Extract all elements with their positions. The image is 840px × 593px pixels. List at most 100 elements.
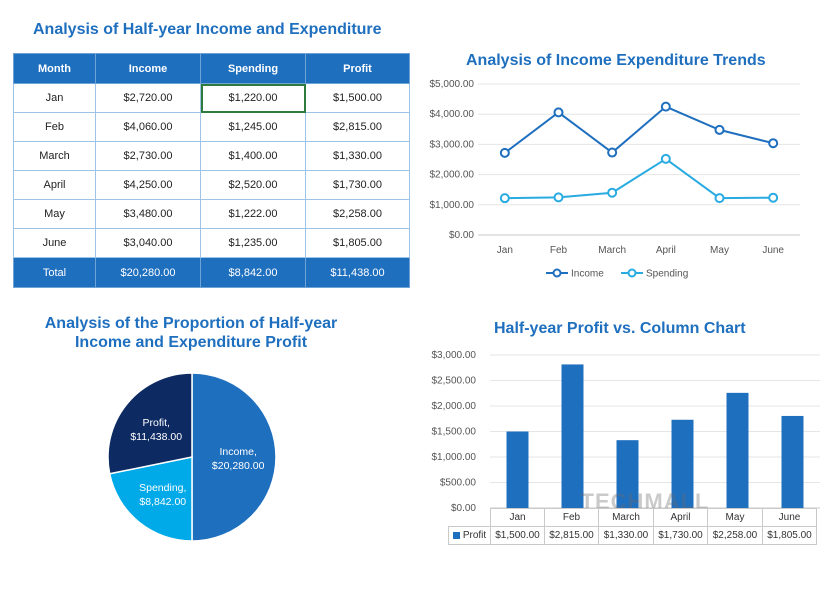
table-total-row: Total $20,280.00 $8,842.00 $11,438.00: [13, 257, 410, 288]
table-header-row: Month Income Spending Profit: [13, 53, 410, 84]
table-cell[interactable]: April: [13, 170, 96, 200]
data-point: [499, 193, 510, 204]
data-point: [714, 124, 725, 135]
bar: [616, 440, 639, 508]
pie-slice-income: [191, 372, 277, 542]
data-point: [660, 101, 671, 112]
header-profit[interactable]: Profit: [305, 53, 410, 84]
table-cell[interactable]: $3,480.00: [95, 199, 201, 229]
data-table-category: June: [762, 508, 817, 527]
header-spending[interactable]: Spending: [200, 53, 306, 84]
bar-chart-title: Half-year Profit vs. Column Chart: [494, 320, 746, 337]
data-table-legend: Profit: [448, 526, 491, 545]
legend-marker: [627, 268, 637, 278]
table-cell[interactable]: $4,250.00: [95, 170, 201, 200]
table-cell[interactable]: $1,805.00: [305, 228, 410, 258]
y-tick-label: $0.00: [451, 503, 476, 514]
pie-chart[interactable]: Income, $20,280.00 Spending, $8,842.00 Profi…: [100, 365, 285, 550]
total-profit[interactable]: $11,438.00: [305, 257, 410, 288]
header-month[interactable]: Month: [13, 53, 96, 84]
header-income[interactable]: Income: [95, 53, 201, 84]
pie-label-name: Profit,: [142, 417, 169, 429]
data-point: [553, 107, 564, 118]
data-table-category: March: [598, 508, 654, 527]
table-row: Feb $4,060.00 $1,245.00 $2,815.00: [13, 112, 410, 142]
table-row: April $4,250.00 $2,520.00 $1,730.00: [13, 170, 410, 200]
data-table-series-name: Profit: [462, 530, 487, 541]
line-chart[interactable]: $0.00 $1,000.00 $2,000.00 $3,000.00 $4,000.0…: [418, 72, 818, 287]
data-table-values-row: Profit $1,500.00 $2,815.00 $1,330.00 $1,…: [448, 526, 817, 545]
bar: [781, 415, 804, 508]
table-cell[interactable]: $2,258.00: [305, 199, 410, 229]
x-tick-label: June: [762, 245, 784, 256]
bar: [726, 392, 749, 508]
table-cell[interactable]: $1,500.00: [305, 83, 410, 113]
bar: [561, 364, 584, 508]
table-cell[interactable]: June: [13, 228, 96, 258]
y-tick-label: $0.00: [449, 230, 474, 241]
table-row: May $3,480.00 $1,222.00 $2,258.00: [13, 199, 410, 229]
total-income[interactable]: $20,280.00: [95, 257, 201, 288]
table-cell[interactable]: $1,330.00: [305, 141, 410, 171]
profit-legend-swatch: [452, 531, 460, 539]
table-row: March $2,730.00 $1,400.00 $1,330.00: [13, 141, 410, 171]
table-cell[interactable]: Jan: [13, 83, 96, 113]
data-point: [660, 153, 671, 164]
data-table-category: Feb: [544, 508, 599, 527]
data-point: [607, 147, 618, 158]
pie-title-line-1: Analysis of the Proportion of Half-year: [44, 315, 338, 332]
pie-slice-spending: [108, 456, 193, 542]
y-tick-label: $3,000.00: [432, 350, 477, 361]
data-point: [714, 193, 725, 204]
data-table-category: April: [653, 508, 708, 527]
table-cell-selected[interactable]: $1,220.00: [200, 83, 306, 113]
pie-label-value: $20,280.00: [212, 460, 265, 472]
data-table-category: Jan: [490, 508, 545, 527]
total-label[interactable]: Total: [13, 257, 96, 288]
table-title: Analysis of Half-year Income and Expendi…: [33, 21, 382, 38]
table-cell[interactable]: $4,060.00: [95, 112, 201, 142]
data-point: [553, 192, 564, 203]
table-cell[interactable]: $1,400.00: [200, 141, 306, 171]
table-cell[interactable]: Feb: [13, 112, 96, 142]
data-table-value: $2,815.00: [544, 526, 599, 545]
data-table-value: $1,805.00: [762, 526, 817, 545]
x-tick-label: Jan: [497, 245, 513, 256]
data-point: [768, 138, 779, 149]
table-cell[interactable]: $2,720.00: [95, 83, 201, 113]
table-cell[interactable]: $2,520.00: [200, 170, 306, 200]
data-table-value: $1,500.00: [490, 526, 545, 545]
table-cell[interactable]: $1,245.00: [200, 112, 306, 142]
y-tick-label: $500.00: [440, 478, 477, 489]
table-cell[interactable]: $1,222.00: [200, 199, 306, 229]
table-cell[interactable]: $1,730.00: [305, 170, 410, 200]
data-table-value: $1,730.00: [653, 526, 708, 545]
pie-label-value: $8,842.00: [139, 496, 186, 508]
table-cell[interactable]: $2,815.00: [305, 112, 410, 142]
data-table-value: $1,330.00: [598, 526, 654, 545]
y-tick-label: $2,000.00: [430, 170, 475, 181]
y-tick-label: $2,000.00: [432, 401, 477, 412]
bar: [506, 431, 529, 508]
legend-marker: [552, 268, 562, 278]
y-tick-label: $4,000.00: [430, 109, 475, 120]
data-table-header-row: Jan Feb March April May June: [449, 508, 817, 527]
data-point: [607, 187, 618, 198]
table-cell[interactable]: $2,730.00: [95, 141, 201, 171]
bar-chart[interactable]: $0.00 $500.00 $1,000.00 $1,500.00 $2,000.00 $…: [420, 345, 825, 520]
line-chart-title: Analysis of Income Expenditure Trends: [466, 52, 766, 69]
pie-label-name: Income,: [220, 446, 257, 458]
table-cell[interactable]: March: [13, 141, 96, 171]
pie-title-line-2: Income and Expenditure Profit: [74, 334, 308, 351]
bar: [671, 419, 694, 508]
series-line-spending: [504, 157, 774, 200]
pie-label-value: $11,438.00: [130, 431, 182, 443]
table-cell[interactable]: May: [13, 199, 96, 229]
table-cell[interactable]: $3,040.00: [95, 228, 201, 258]
pie-chart-title: Analysis of the Proportion of Half-year …: [30, 314, 352, 352]
y-tick-label: $2,500.00: [432, 376, 477, 387]
income-table: Month Income Spending Profit Jan $2,720.…: [13, 53, 410, 288]
table-cell[interactable]: $1,235.00: [200, 228, 306, 258]
x-tick-label: Feb: [550, 245, 568, 256]
total-spending[interactable]: $8,842.00: [200, 257, 306, 288]
